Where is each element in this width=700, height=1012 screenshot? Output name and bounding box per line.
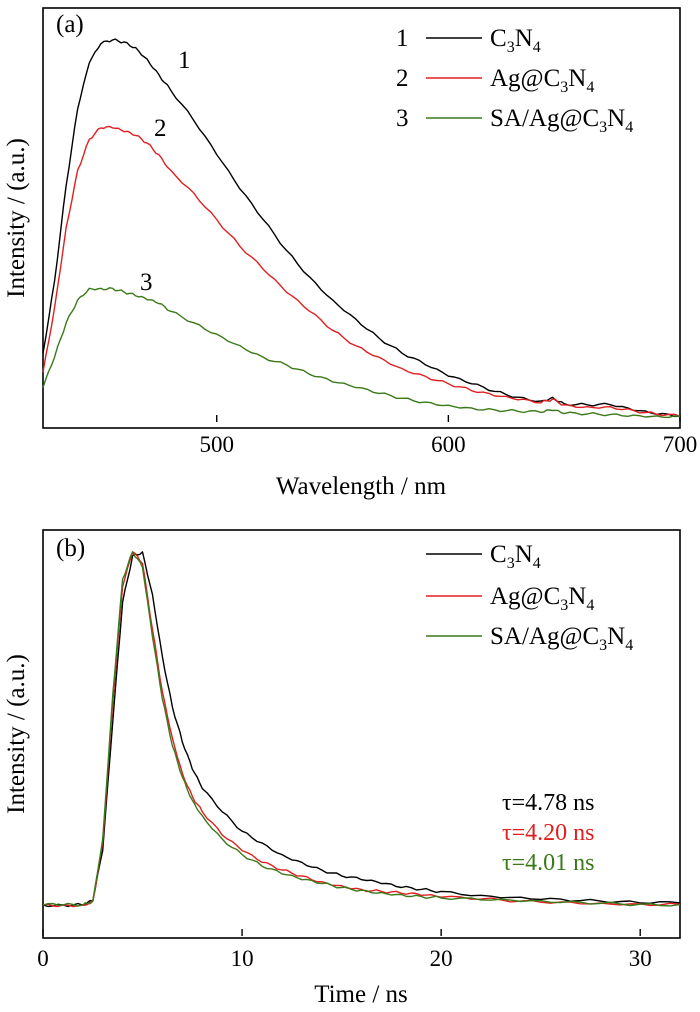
panel-b-x-tick-label-0: 0 bbox=[37, 946, 49, 971]
panel-b-label: (b) bbox=[56, 535, 85, 562]
panel-b-x-tick-label-20: 20 bbox=[430, 946, 453, 971]
legend-b-entry-ag-c3n4: Ag@C3N4 bbox=[426, 583, 594, 614]
legend-b-label-c3n4: C3N4 bbox=[490, 541, 541, 572]
curve-label-2: 2 bbox=[154, 115, 167, 142]
panel-a-x-tick-label-700: 700 bbox=[663, 432, 698, 457]
tau-ag-c3n4: τ=4.20 ns bbox=[502, 820, 595, 846]
legend-number-2: 2 bbox=[396, 65, 409, 92]
legend-entry-sa-ag-c3n4: 3 SA/Ag@C3N4 bbox=[396, 105, 633, 136]
legend-label-ag-c3n4: Ag@C3N4 bbox=[490, 65, 594, 96]
legend-b-label-ag-c3n4: Ag@C3N4 bbox=[490, 583, 594, 614]
panel-b-x-tick-label-10: 10 bbox=[231, 946, 254, 971]
legend-number-1: 1 bbox=[396, 25, 409, 52]
panel-a-x-axis-title: Wavelength / nm bbox=[276, 473, 447, 500]
legend-b-label-sa-ag-c3n4: SA/Ag@C3N4 bbox=[490, 623, 633, 654]
legend-label-c3n4: C3N4 bbox=[490, 25, 541, 56]
legend-number-3: 3 bbox=[396, 105, 409, 132]
panel-a-series-ag-c3n4 bbox=[42, 125, 681, 417]
panel-a-frame bbox=[42, 7, 681, 429]
legend-entry-c3n4: 1 C3N4 bbox=[396, 25, 541, 56]
panel-b-y-axis-title: Intensity / (a.u.) bbox=[3, 654, 30, 814]
curve-label-3: 3 bbox=[140, 269, 153, 296]
panel-b-x-tick-label-30: 30 bbox=[629, 946, 652, 971]
panel-b-frame bbox=[42, 529, 681, 939]
legend-entry-ag-c3n4: 2 Ag@C3N4 bbox=[396, 65, 594, 96]
panel-a-x-axis: 500 600 700 bbox=[199, 415, 697, 457]
panel-b-series-sa-ag-c3n4 bbox=[42, 551, 681, 907]
panel-a-x-tick-label-500: 500 bbox=[199, 432, 234, 457]
legend-b-entry-c3n4: C3N4 bbox=[426, 541, 541, 572]
panel-a-label: (a) bbox=[56, 11, 84, 38]
panel-b: (b) 0 10 20 30 C3N4 Ag@C3N4 SA/Ag@C3N4 τ=4.… bbox=[3, 529, 681, 1008]
panel-b-x-axis: 0 10 20 30 bbox=[37, 929, 652, 971]
legend-label-sa-ag-c3n4: SA/Ag@C3N4 bbox=[490, 105, 633, 136]
panel-a-series-c3n4 bbox=[42, 38, 681, 418]
panel-b-x-axis-title: Time / ns bbox=[314, 981, 408, 1008]
panel-b-plot-area bbox=[42, 551, 681, 908]
panel-a-series-sa-ag-c3n4 bbox=[42, 287, 681, 419]
panel-a-y-axis-title: Intensity / (a.u.) bbox=[3, 138, 30, 298]
panel-a: (a) 500 600 700 1 2 3 1 C3N4 2 Ag@C3N4 3 S… bbox=[3, 7, 697, 500]
curve-label-1: 1 bbox=[178, 47, 191, 74]
legend-b-entry-sa-ag-c3n4: SA/Ag@C3N4 bbox=[426, 623, 633, 654]
panel-a-legend: 1 C3N4 2 Ag@C3N4 3 SA/Ag@C3N4 bbox=[396, 25, 633, 136]
tau-sa-ag-c3n4: τ=4.01 ns bbox=[502, 850, 595, 876]
panel-b-legend: C3N4 Ag@C3N4 SA/Ag@C3N4 bbox=[426, 541, 633, 654]
tau-c3n4: τ=4.78 ns bbox=[502, 790, 595, 816]
panel-b-series-c3n4 bbox=[42, 551, 681, 908]
panel-a-x-tick-label-600: 600 bbox=[431, 432, 466, 457]
panel-a-plot-area bbox=[42, 38, 681, 419]
